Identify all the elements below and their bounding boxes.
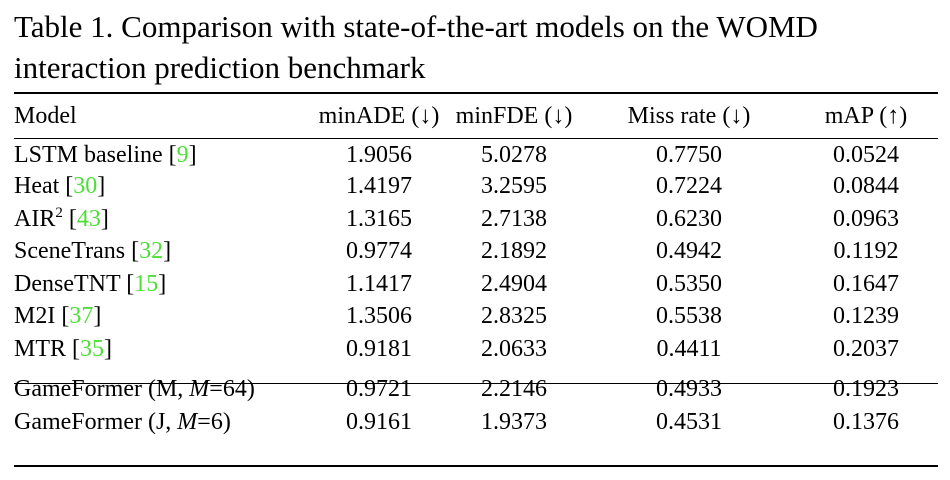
min-ade-cell: 1.3506 — [346, 303, 412, 330]
miss-rate-cell: 0.7224 — [656, 173, 722, 200]
miss-rate-cell: 0.5350 — [656, 270, 722, 297]
miss-rate-cell: 0.4942 — [656, 238, 722, 265]
model-name-cell: GameFormer (M, M=64) — [14, 374, 314, 407]
miss-rate-cell-best: 0.4411 — [656, 335, 722, 362]
model-name: DenseTNT [ — [14, 270, 135, 297]
model-name-cell: AIR2 [43] — [14, 203, 314, 236]
miss-rate-cell: 0.6230 — [656, 205, 722, 232]
min-ade-cell: 1.3165 — [346, 205, 412, 232]
model-name-cell: SceneTrans [32] — [14, 236, 314, 269]
citation-link[interactable]: 30 — [73, 173, 98, 200]
citation-bracket: ] — [158, 270, 167, 297]
map-cell: 0.1192 — [833, 238, 899, 265]
bottom-rule — [14, 465, 938, 467]
header-min-fde: minFDE (↓) — [455, 102, 573, 129]
table-row: GameFormer (J, M=6) 0.9161 1.9373 0.4531… — [14, 406, 938, 439]
citation-bracket: ] — [93, 303, 102, 330]
table-row: MTR [35] 0.9181 2.0633 0.4411 0.2037 — [14, 333, 938, 366]
min-fde-cell: 2.2146 — [481, 376, 547, 403]
table-row: GameFormer (M, M=64) 0.9721 2.2146 0.493… — [14, 374, 938, 407]
model-name: AIR — [14, 205, 56, 232]
min-fde-cell: 2.1892 — [481, 238, 547, 265]
min-ade-cell: 0.9774 — [346, 238, 412, 265]
miss-rate-cell: 0.7750 — [656, 141, 722, 168]
table-row: AIR2 [43] 1.3165 2.7138 0.6230 0.0963 — [14, 203, 938, 236]
model-name-cell: M2I [37] — [14, 301, 314, 334]
top-rule — [14, 92, 938, 94]
citation-link[interactable]: 35 — [80, 335, 104, 362]
citation-link[interactable]: 43 — [76, 205, 101, 232]
citation-bracket: [ — [62, 205, 77, 232]
table-row: LSTM baseline [9] 1.9056 5.0278 0.7750 0… — [14, 138, 938, 171]
min-ade-cell-best: 0.9161 — [346, 408, 412, 435]
math-variable: M — [177, 408, 198, 435]
model-name: SceneTrans [ — [14, 238, 140, 265]
min-fde-cell: 2.0633 — [481, 335, 547, 362]
min-fde-cell: 5.0278 — [481, 141, 547, 168]
model-name-cell: Heat [30] — [14, 171, 314, 204]
model-name: MTR [ — [14, 335, 80, 362]
min-fde-cell: 2.7138 — [481, 205, 547, 232]
map-cell: 0.0524 — [833, 141, 899, 168]
min-ade-cell: 1.9056 — [346, 141, 412, 168]
min-fde-cell: 3.2595 — [481, 173, 547, 200]
min-ade-cell: 1.1417 — [346, 270, 412, 297]
map-cell-best: 0.2037 — [833, 335, 899, 362]
min-ade-cell: 1.4197 — [346, 173, 412, 200]
group-separator-rule — [14, 383, 938, 384]
citation-bracket: ] — [163, 238, 172, 265]
min-ade-cell: 0.9181 — [346, 335, 412, 362]
citation-link[interactable]: 9 — [176, 141, 189, 168]
model-name: GameFormer (M, — [14, 376, 190, 403]
math-variable: M — [189, 376, 210, 403]
map-cell: 0.1376 — [833, 408, 899, 435]
map-cell: 0.0844 — [833, 173, 899, 200]
results-table: Model minADE (↓) minFDE (↓) Miss rate (↓… — [14, 94, 938, 439]
caption-line-2: interaction prediction benchmark — [14, 50, 426, 85]
caption-line-1: Table 1. Comparison with state-of-the-ar… — [14, 9, 818, 44]
map-cell: 0.0963 — [833, 205, 899, 232]
model-name-suffix: =64) — [209, 376, 255, 403]
table-row: Heat [30] 1.4197 3.2595 0.7224 0.0844 — [14, 171, 938, 204]
citation-bracket: ] — [97, 173, 106, 200]
citation-link[interactable]: 37 — [69, 303, 94, 330]
map-cell: 0.1647 — [833, 270, 899, 297]
min-fde-cell: 2.4904 — [481, 270, 547, 297]
miss-rate-cell: 0.4531 — [656, 408, 722, 435]
map-cell: 0.1239 — [833, 303, 899, 330]
table-row: DenseTNT [15] 1.1417 2.4904 0.5350 0.164… — [14, 268, 938, 301]
model-name: M2I [ — [14, 303, 70, 330]
header-rule — [14, 138, 938, 139]
group-spacer — [14, 366, 938, 374]
header-map: mAP (↑) — [824, 102, 908, 129]
model-name-cell: LSTM baseline [9] — [14, 138, 314, 171]
citation-bracket: ] — [188, 141, 197, 168]
miss-rate-cell: 0.4933 — [656, 376, 722, 403]
model-name: LSTM baseline [ — [14, 141, 177, 168]
miss-rate-cell: 0.5538 — [656, 303, 722, 330]
header-min-ade: minADE (↓) — [318, 102, 440, 129]
header-miss-rate: Miss rate (↓) — [627, 102, 751, 129]
model-name: GameFormer (J, — [14, 408, 178, 435]
header-model: Model — [14, 102, 77, 129]
min-fde-cell-best: 1.9373 — [481, 408, 547, 435]
model-name-cell: GameFormer (J, M=6) — [14, 406, 314, 439]
table-row: SceneTrans [32] 0.9774 2.1892 0.4942 0.1… — [14, 236, 938, 269]
min-ade-cell: 0.9721 — [346, 376, 412, 403]
header-row: Model minADE (↓) minFDE (↓) Miss rate (↓… — [14, 94, 938, 138]
citation-bracket: ] — [104, 335, 112, 362]
model-name-cell: MTR [35] — [14, 333, 314, 366]
citation-link[interactable]: 32 — [139, 238, 164, 265]
citation-bracket: ] — [100, 205, 109, 232]
model-name: Heat [ — [14, 173, 74, 200]
map-cell: 0.1923 — [833, 376, 899, 403]
min-fde-cell: 2.8325 — [481, 303, 547, 330]
model-name-suffix: =6) — [197, 408, 231, 435]
model-superscript: 2 — [55, 204, 63, 221]
model-name-cell: DenseTNT [15] — [14, 268, 314, 301]
citation-link[interactable]: 15 — [134, 270, 159, 297]
table-row: M2I [37] 1.3506 2.8325 0.5538 0.1239 — [14, 301, 938, 334]
table-caption: Table 1. Comparison with state-of-the-ar… — [14, 6, 938, 88]
